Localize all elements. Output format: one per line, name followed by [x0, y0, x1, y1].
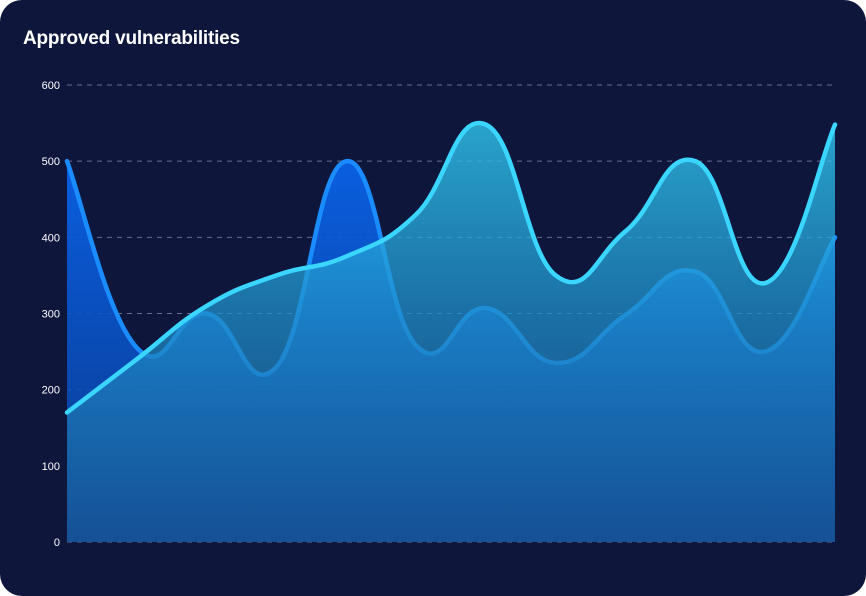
y-tick-label: 400 [42, 232, 60, 244]
y-tick-label: 200 [42, 385, 60, 397]
y-tick-label: 300 [42, 309, 60, 321]
data-point-s2-8 [553, 273, 558, 278]
data-point-s1-2 [134, 345, 139, 350]
data-point-s1-1 [65, 159, 69, 164]
data-point-s2-11 [763, 281, 768, 286]
y-axis: 0 100 200 300 400 500 600 [42, 80, 60, 549]
data-point-s2-5 [344, 254, 349, 259]
data-point-s2-2 [134, 357, 139, 362]
y-tick-label: 100 [42, 461, 60, 473]
series-area-2 [67, 123, 835, 542]
data-point-s2-1 [65, 410, 69, 415]
y-tick-label: 0 [54, 537, 60, 549]
data-point-s2-12 [833, 122, 837, 127]
data-point-s2-6 [414, 212, 419, 217]
y-tick-label: 600 [42, 80, 60, 92]
chart-title: Approved vulnerabilities [23, 28, 240, 49]
data-point-s2-3 [204, 303, 209, 308]
data-point-s2-7 [483, 122, 488, 127]
data-point-s2-4 [274, 273, 279, 278]
data-point-s2-10 [693, 159, 698, 164]
data-point-s2-9 [623, 229, 628, 234]
series-group [64, 120, 838, 542]
data-point-s1-5 [344, 159, 349, 164]
y-tick-label: 500 [42, 156, 60, 168]
